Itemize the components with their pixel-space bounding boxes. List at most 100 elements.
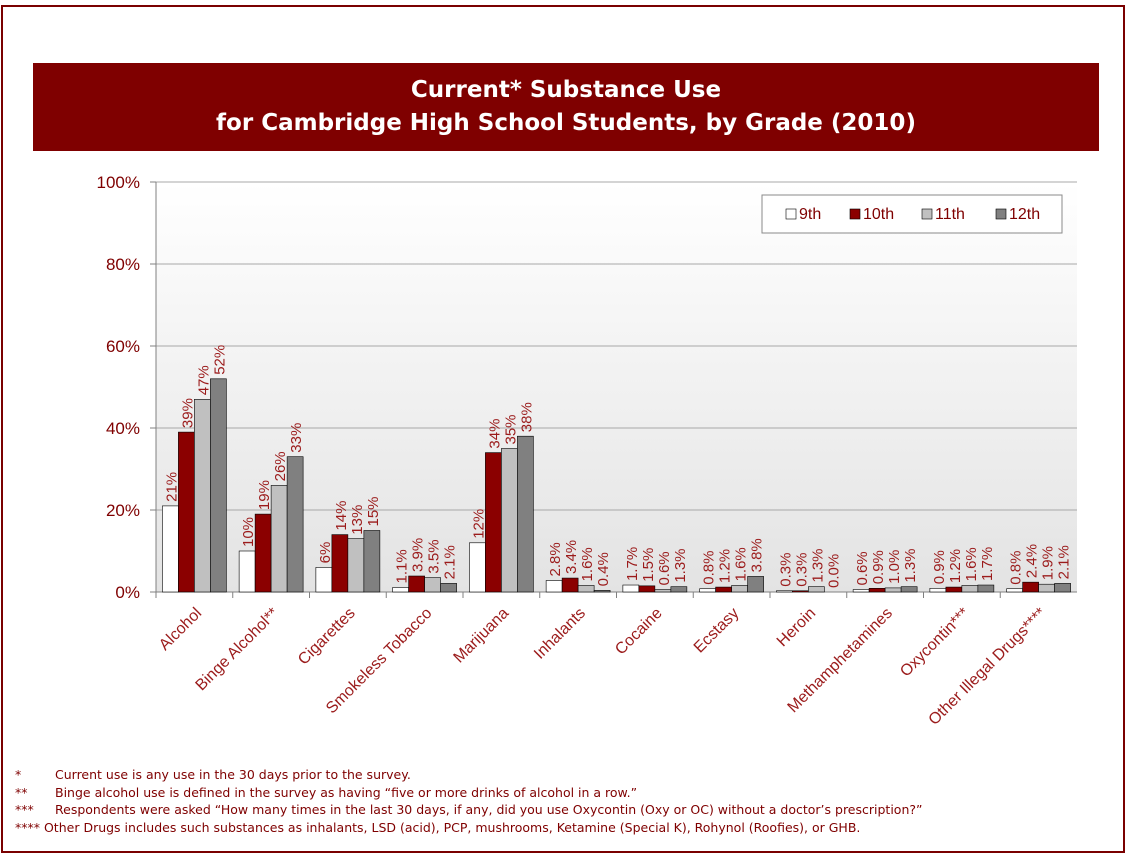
data-label: 1.3%	[672, 548, 689, 582]
bar	[868, 588, 886, 593]
data-label: 1.2%	[717, 549, 734, 583]
x-tick-label: Cocaine	[612, 605, 666, 659]
data-label: 0.8%	[1008, 551, 1025, 585]
bar	[485, 452, 502, 593]
bar	[469, 542, 486, 593]
chart-title-line-1: Current* Substance Use	[410, 77, 722, 103]
data-label: 0.3%	[777, 553, 794, 587]
bar	[1038, 583, 1055, 593]
y-tick-label: 60%	[106, 337, 140, 356]
bar	[315, 567, 333, 593]
bar	[670, 586, 688, 593]
x-tick-label: Cigarettes	[295, 605, 359, 669]
bar	[254, 513, 272, 593]
y-axis-ticks: 0% 20% 40% 60% 80% 100%	[97, 173, 140, 602]
bar	[977, 584, 995, 593]
bar	[929, 588, 947, 593]
data-label: 1.5%	[640, 548, 657, 582]
data-label: 39%	[179, 398, 196, 428]
bar	[501, 448, 518, 593]
bar	[808, 586, 825, 593]
footnote-text: Current use is any use in the 30 days pr…	[55, 767, 411, 782]
footnote-mark: **	[15, 784, 28, 800]
bar	[1022, 581, 1039, 593]
bar	[884, 587, 902, 593]
bar	[945, 586, 963, 593]
bar	[577, 585, 595, 593]
bar	[162, 505, 179, 593]
bar	[593, 590, 611, 593]
bar	[270, 485, 288, 593]
legend-swatch	[995, 208, 1007, 220]
y-tick-label: 20%	[106, 501, 140, 520]
footnote-1: * Current use is any use in the 30 days …	[15, 766, 1115, 784]
x-tick-label: Heroin	[774, 605, 819, 650]
data-label: 2.8%	[547, 542, 564, 576]
y-tick-label: 0%	[115, 583, 140, 602]
bar	[622, 584, 640, 593]
x-tick-label: Ecstasy	[691, 605, 743, 657]
data-label: 33%	[288, 423, 305, 453]
bar-chart: 21%39%47%52%10%19%26%33%6%14% 13% 15%1.1% 3…	[97, 173, 1077, 729]
data-label: 3.9%	[410, 538, 427, 572]
data-label: 0.3%	[793, 553, 810, 587]
x-tick-label: Marijuana	[450, 605, 512, 667]
legend: 9th 10th 11th 12th	[761, 194, 1063, 234]
y-tick-label: 100%	[97, 173, 140, 192]
data-label: 12%	[470, 509, 487, 539]
footnote-3: *** Respondents were asked “How many tim…	[15, 801, 1115, 819]
bar	[238, 550, 256, 593]
data-label: 1.1%	[394, 549, 411, 583]
data-labels: 21%39%47%52%10%19%26%33%6%14% 13% 15%1.1% 3…	[163, 345, 1072, 588]
data-label: 2.1%	[1056, 545, 1073, 579]
bar	[286, 456, 304, 593]
bar	[210, 378, 227, 593]
data-label: 1.7%	[979, 547, 996, 581]
data-label: 1.3%	[809, 548, 826, 582]
bar	[654, 589, 672, 593]
bar	[747, 576, 764, 593]
data-label: 1.6%	[579, 547, 596, 581]
data-label: 1.9%	[1040, 546, 1057, 580]
footnote-text: Binge alcohol use is defined in the surv…	[55, 784, 638, 800]
bar	[517, 435, 534, 593]
bar	[1006, 588, 1023, 593]
x-tick-label: Alcohol	[156, 605, 205, 654]
footnote-text: Respondents were asked “How many times i…	[55, 802, 923, 817]
footnote-2: ** Binge alcohol use is defined in the s…	[15, 784, 1115, 802]
data-label: 2.1%	[442, 545, 459, 579]
y-tick-label: 80%	[106, 255, 140, 274]
legend-label: 11th	[935, 206, 965, 223]
bar	[347, 538, 365, 593]
data-label: 19%	[256, 480, 273, 510]
bar	[408, 575, 425, 593]
legend-swatch	[785, 208, 797, 220]
data-label: 0.0%	[825, 554, 842, 588]
data-label: 0.6%	[656, 551, 673, 585]
data-label: 0.9%	[931, 550, 948, 584]
legend-box	[761, 194, 1063, 234]
x-tick-label: Oxycontin***	[897, 605, 973, 681]
data-label: 15%	[365, 496, 382, 526]
data-label: 1.6%	[963, 547, 980, 581]
data-label: 3.8%	[749, 538, 766, 572]
x-tick-label: Binge Alcohol**	[193, 605, 282, 694]
data-label: 52%	[211, 345, 228, 375]
data-label: 1.3%	[902, 548, 919, 582]
data-label: 21%	[163, 472, 180, 502]
data-label: 6%	[317, 542, 334, 564]
plot-area	[156, 182, 1077, 592]
data-label: 1.0%	[886, 550, 903, 584]
data-label: 0.9%	[870, 550, 887, 584]
gridlines	[150, 181, 1077, 598]
footnotes: * Current use is any use in the 30 days …	[15, 766, 1115, 836]
data-label: 3.5%	[426, 539, 443, 573]
footnote-mark: *	[15, 767, 22, 782]
data-label: 2.4%	[1024, 544, 1041, 578]
footnote-4: **** Other Drugs includes such substance…	[15, 819, 1115, 837]
legend-label: 10th	[863, 206, 894, 223]
bar	[545, 580, 563, 593]
x-tick-label: Inhalants	[531, 605, 589, 663]
data-label: 1.2%	[947, 549, 964, 583]
data-label: 14%	[333, 501, 350, 531]
